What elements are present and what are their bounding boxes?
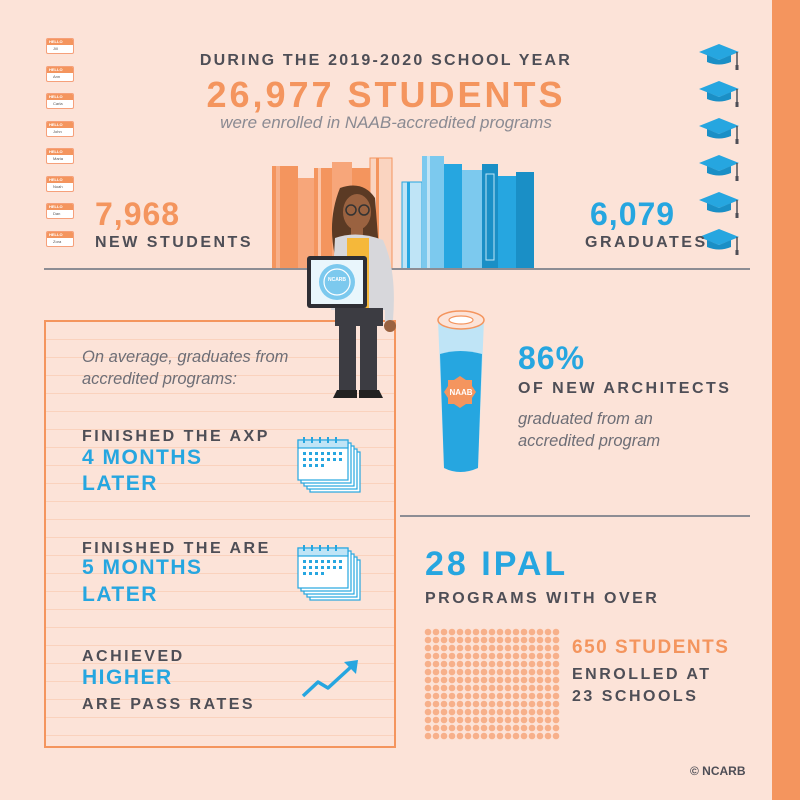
ipal-students: 650 STUDENTS (572, 637, 730, 658)
student-dots-grid (424, 628, 560, 740)
new-students-label: NEW STUDENTS (95, 234, 253, 251)
ipal-enrolled-line1: ENROLLED AT (572, 666, 712, 683)
name-tag-name: Carla (53, 101, 63, 106)
name-tag-name: Zora (53, 238, 62, 244)
name-tag-name: Dan (53, 211, 61, 216)
architects-label: OF NEW ARCHITECTS (518, 380, 732, 397)
name-tag-name: Maria (53, 156, 64, 161)
name-tag-header: HELLO (47, 204, 73, 210)
calendar-stack-icon (297, 437, 361, 493)
axp-line2: 4 MONTHS (82, 446, 203, 469)
ipal-headline: 28 IPAL (425, 545, 569, 583)
name-tag: HELLO Zora (46, 230, 74, 247)
header-headline: 26,977 STUDENTS (206, 74, 566, 115)
graduates-value: 6,079 (590, 196, 676, 232)
calendar-stack-icon (297, 545, 361, 601)
laptop-logo-text: NCARB (327, 277, 347, 283)
shelf-line (44, 268, 750, 270)
trend-up-icon (301, 660, 358, 698)
name-tag-header: HELLO (47, 149, 73, 155)
architects-sub: graduated from an accredited program (518, 410, 661, 450)
name-tag: HELLO Ann (46, 65, 74, 82)
name-tag-column: HELLO Jill HELLO Ann HELLO Carla HELLO John HELL… (46, 38, 76, 258)
student-figure (307, 185, 396, 398)
name-tag-header: HELLO (47, 66, 73, 73)
pass-line1: ACHIEVED (82, 648, 185, 665)
name-tag: HELLO Dan (46, 203, 74, 219)
name-tag-name: John (53, 128, 62, 134)
graduates-label: GRADUATES (585, 234, 708, 251)
name-tag-name: Ann (53, 73, 61, 79)
name-tag: HELLO Carla (46, 93, 74, 109)
grad-cap-icon (698, 44, 740, 256)
architects-percent: 86% (518, 340, 586, 376)
name-tag-name: Noah (53, 183, 63, 189)
ipal-enrolled-line2: 23 SCHOOLS (572, 688, 699, 705)
panel-intro: On average, graduates from accredited pr… (82, 348, 289, 388)
name-tag: HELLO Noah (46, 175, 74, 192)
are-line1: FINISHED THE ARE (82, 540, 271, 557)
pass-line2: HIGHER (82, 666, 173, 689)
are-line3: LATER (82, 583, 158, 606)
ncarb-credit: © NCARB (690, 764, 746, 778)
grad-cap-column (697, 40, 741, 275)
name-tag-header: HELLO (47, 39, 73, 45)
naab-seal-text: NAAB (449, 388, 473, 397)
name-tag-name: Jill (53, 46, 58, 51)
ipal-label: PROGRAMS WITH OVER (425, 590, 660, 607)
right-accent-bar (772, 0, 800, 800)
name-tag-header: HELLO (47, 94, 73, 100)
header-subline: were enrolled in NAAB-accredited program… (220, 113, 552, 132)
axp-line1: FINISHED THE AXP (82, 428, 270, 445)
section-divider (400, 515, 750, 517)
axp-line3: LATER (82, 472, 158, 495)
name-tag: HELLO John (46, 120, 74, 137)
are-line2: 5 MONTHS (82, 556, 203, 579)
name-tag: HELLO Jill (46, 38, 74, 54)
pass-line3: ARE PASS RATES (82, 696, 256, 713)
name-tag: HELLO Maria (46, 148, 74, 164)
new-students-value: 7,968 (95, 196, 181, 232)
header-kicker: DURING THE 2019-2020 SCHOOL YEAR (199, 52, 573, 69)
name-tag-header: HELLO (47, 231, 73, 238)
name-tag-header: HELLO (47, 121, 73, 128)
diploma-scroll-icon (437, 310, 485, 472)
name-tag-header: HELLO (47, 176, 73, 183)
